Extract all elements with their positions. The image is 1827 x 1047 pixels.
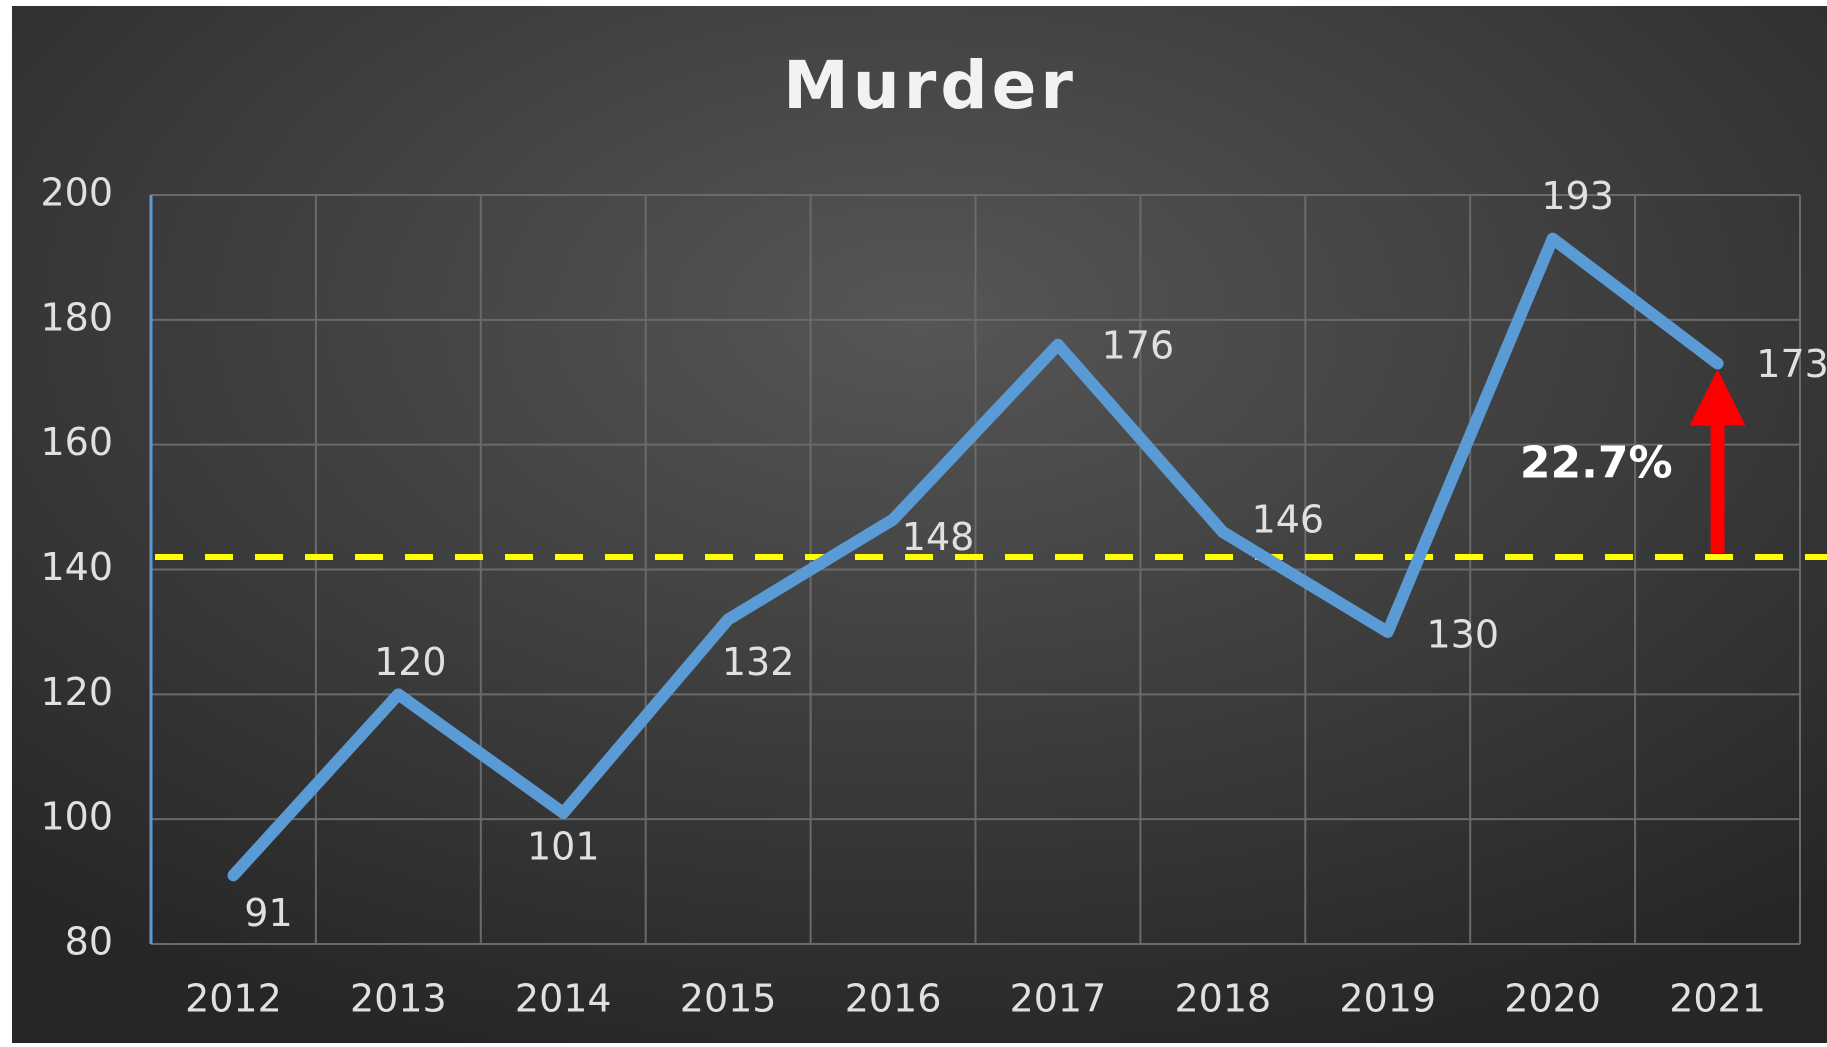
x-tick-label: 2020 bbox=[1504, 977, 1601, 1021]
x-tick-label: 2018 bbox=[1174, 977, 1271, 1021]
x-tick-label: 2017 bbox=[1010, 977, 1107, 1021]
y-tick-label: 100 bbox=[40, 795, 113, 839]
data-line bbox=[227, 232, 1724, 882]
y-tick-label: 140 bbox=[40, 545, 113, 589]
annotation-text: 22.7% bbox=[1520, 437, 1673, 488]
data-label: 130 bbox=[1426, 612, 1499, 656]
x-tick-label: 2015 bbox=[680, 977, 777, 1021]
x-tick-label: 2012 bbox=[185, 977, 282, 1021]
y-tick-label: 160 bbox=[40, 420, 113, 464]
x-tick-label: 2021 bbox=[1669, 977, 1766, 1021]
data-label: 132 bbox=[722, 640, 795, 684]
y-tick-label: 120 bbox=[40, 670, 113, 714]
y-tick-label: 80 bbox=[65, 920, 113, 964]
x-tick-label: 2019 bbox=[1339, 977, 1436, 1021]
x-tick-label: 2014 bbox=[515, 977, 612, 1021]
data-label: 91 bbox=[244, 891, 292, 935]
chart-title: Murder bbox=[783, 47, 1077, 124]
data-label: 193 bbox=[1541, 174, 1614, 218]
y-tick-label: 180 bbox=[40, 295, 113, 339]
y-tick-label: 200 bbox=[40, 171, 113, 215]
x-tick-label: 2016 bbox=[845, 977, 942, 1021]
data-label: 146 bbox=[1252, 498, 1325, 542]
data-label: 148 bbox=[902, 515, 975, 559]
data-label: 120 bbox=[374, 640, 447, 684]
data-label: 176 bbox=[1102, 323, 1175, 367]
x-tick-label: 2013 bbox=[350, 977, 447, 1021]
data-label: 173 bbox=[1756, 342, 1827, 386]
data-label: 101 bbox=[527, 824, 600, 868]
chart-background bbox=[12, 6, 1827, 1043]
